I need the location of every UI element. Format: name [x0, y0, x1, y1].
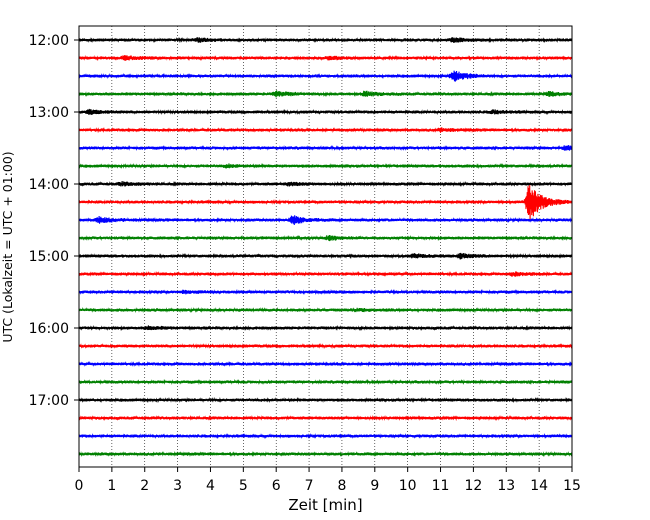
- trace-1500: [78, 252, 573, 260]
- trace-1445: [78, 234, 573, 242]
- trace-1700: [78, 396, 573, 404]
- x-tick-label: 1: [107, 478, 116, 494]
- y-tick-label: 13:00: [29, 105, 69, 121]
- plot-frame: [78, 25, 573, 468]
- x-tick-label: 2: [140, 478, 149, 494]
- y-tick-label: 15:00: [29, 249, 69, 265]
- trace-1730: [78, 432, 573, 440]
- x-tick-label: 0: [75, 478, 84, 494]
- y-tick-label: 14:00: [29, 177, 69, 193]
- x-tick-label: 4: [206, 478, 215, 494]
- trace-1530: [78, 289, 573, 296]
- trace-1315: [78, 127, 573, 134]
- seismic-traces: [78, 36, 573, 458]
- x-tick-label: 7: [305, 478, 314, 494]
- trace-1615: [78, 343, 573, 350]
- y-tick-label: 17:00: [29, 393, 69, 409]
- trace-1330: [78, 144, 573, 152]
- trace-1430: [78, 215, 573, 225]
- x-tick-label: 3: [173, 478, 182, 494]
- y-tick-label: 12:00: [29, 33, 69, 49]
- trace-1215: [78, 54, 573, 62]
- x-tick-label: 15: [563, 478, 581, 494]
- trace-1230: [78, 70, 573, 82]
- trace-1515: [78, 270, 573, 278]
- y-axis-label: UTC (Lokalzeit = UTC + 01:00): [0, 151, 15, 342]
- trace-1600: [78, 324, 573, 332]
- trace-1200: [78, 36, 573, 44]
- trace-1415: [78, 185, 573, 220]
- x-tick-label: 14: [530, 478, 548, 494]
- trace-1715: [78, 415, 573, 422]
- trace-1345: [78, 162, 573, 170]
- x-tick-label: 5: [239, 478, 248, 494]
- x-tick-label: 13: [497, 478, 515, 494]
- trace-1400: [78, 181, 573, 187]
- x-axis-ticks: 0 1 2 3 4 5 6 7 8 9 10 11 12 13 14 15: [75, 467, 581, 494]
- y-axis-ticks: 12:00 13:00 14:00 15:00 16:00 17:00: [29, 33, 79, 409]
- y-tick-label: 16:00: [29, 321, 69, 337]
- x-tick-label: 8: [337, 478, 346, 494]
- x-tick-label: 11: [432, 478, 450, 494]
- x-tick-label: 9: [370, 478, 379, 494]
- x-axis-label: Zeit [min]: [288, 496, 362, 514]
- plot-background: [79, 26, 572, 467]
- trace-1745: [78, 450, 573, 458]
- x-tick-label: 6: [272, 478, 281, 494]
- x-tick-label: 12: [464, 478, 482, 494]
- trace-1245: [78, 90, 573, 98]
- trace-1645: [78, 378, 573, 386]
- trace-1545: [78, 306, 573, 314]
- trace-1300: [78, 108, 573, 116]
- trace-1630: [78, 360, 573, 368]
- x-tick-label: 10: [399, 478, 417, 494]
